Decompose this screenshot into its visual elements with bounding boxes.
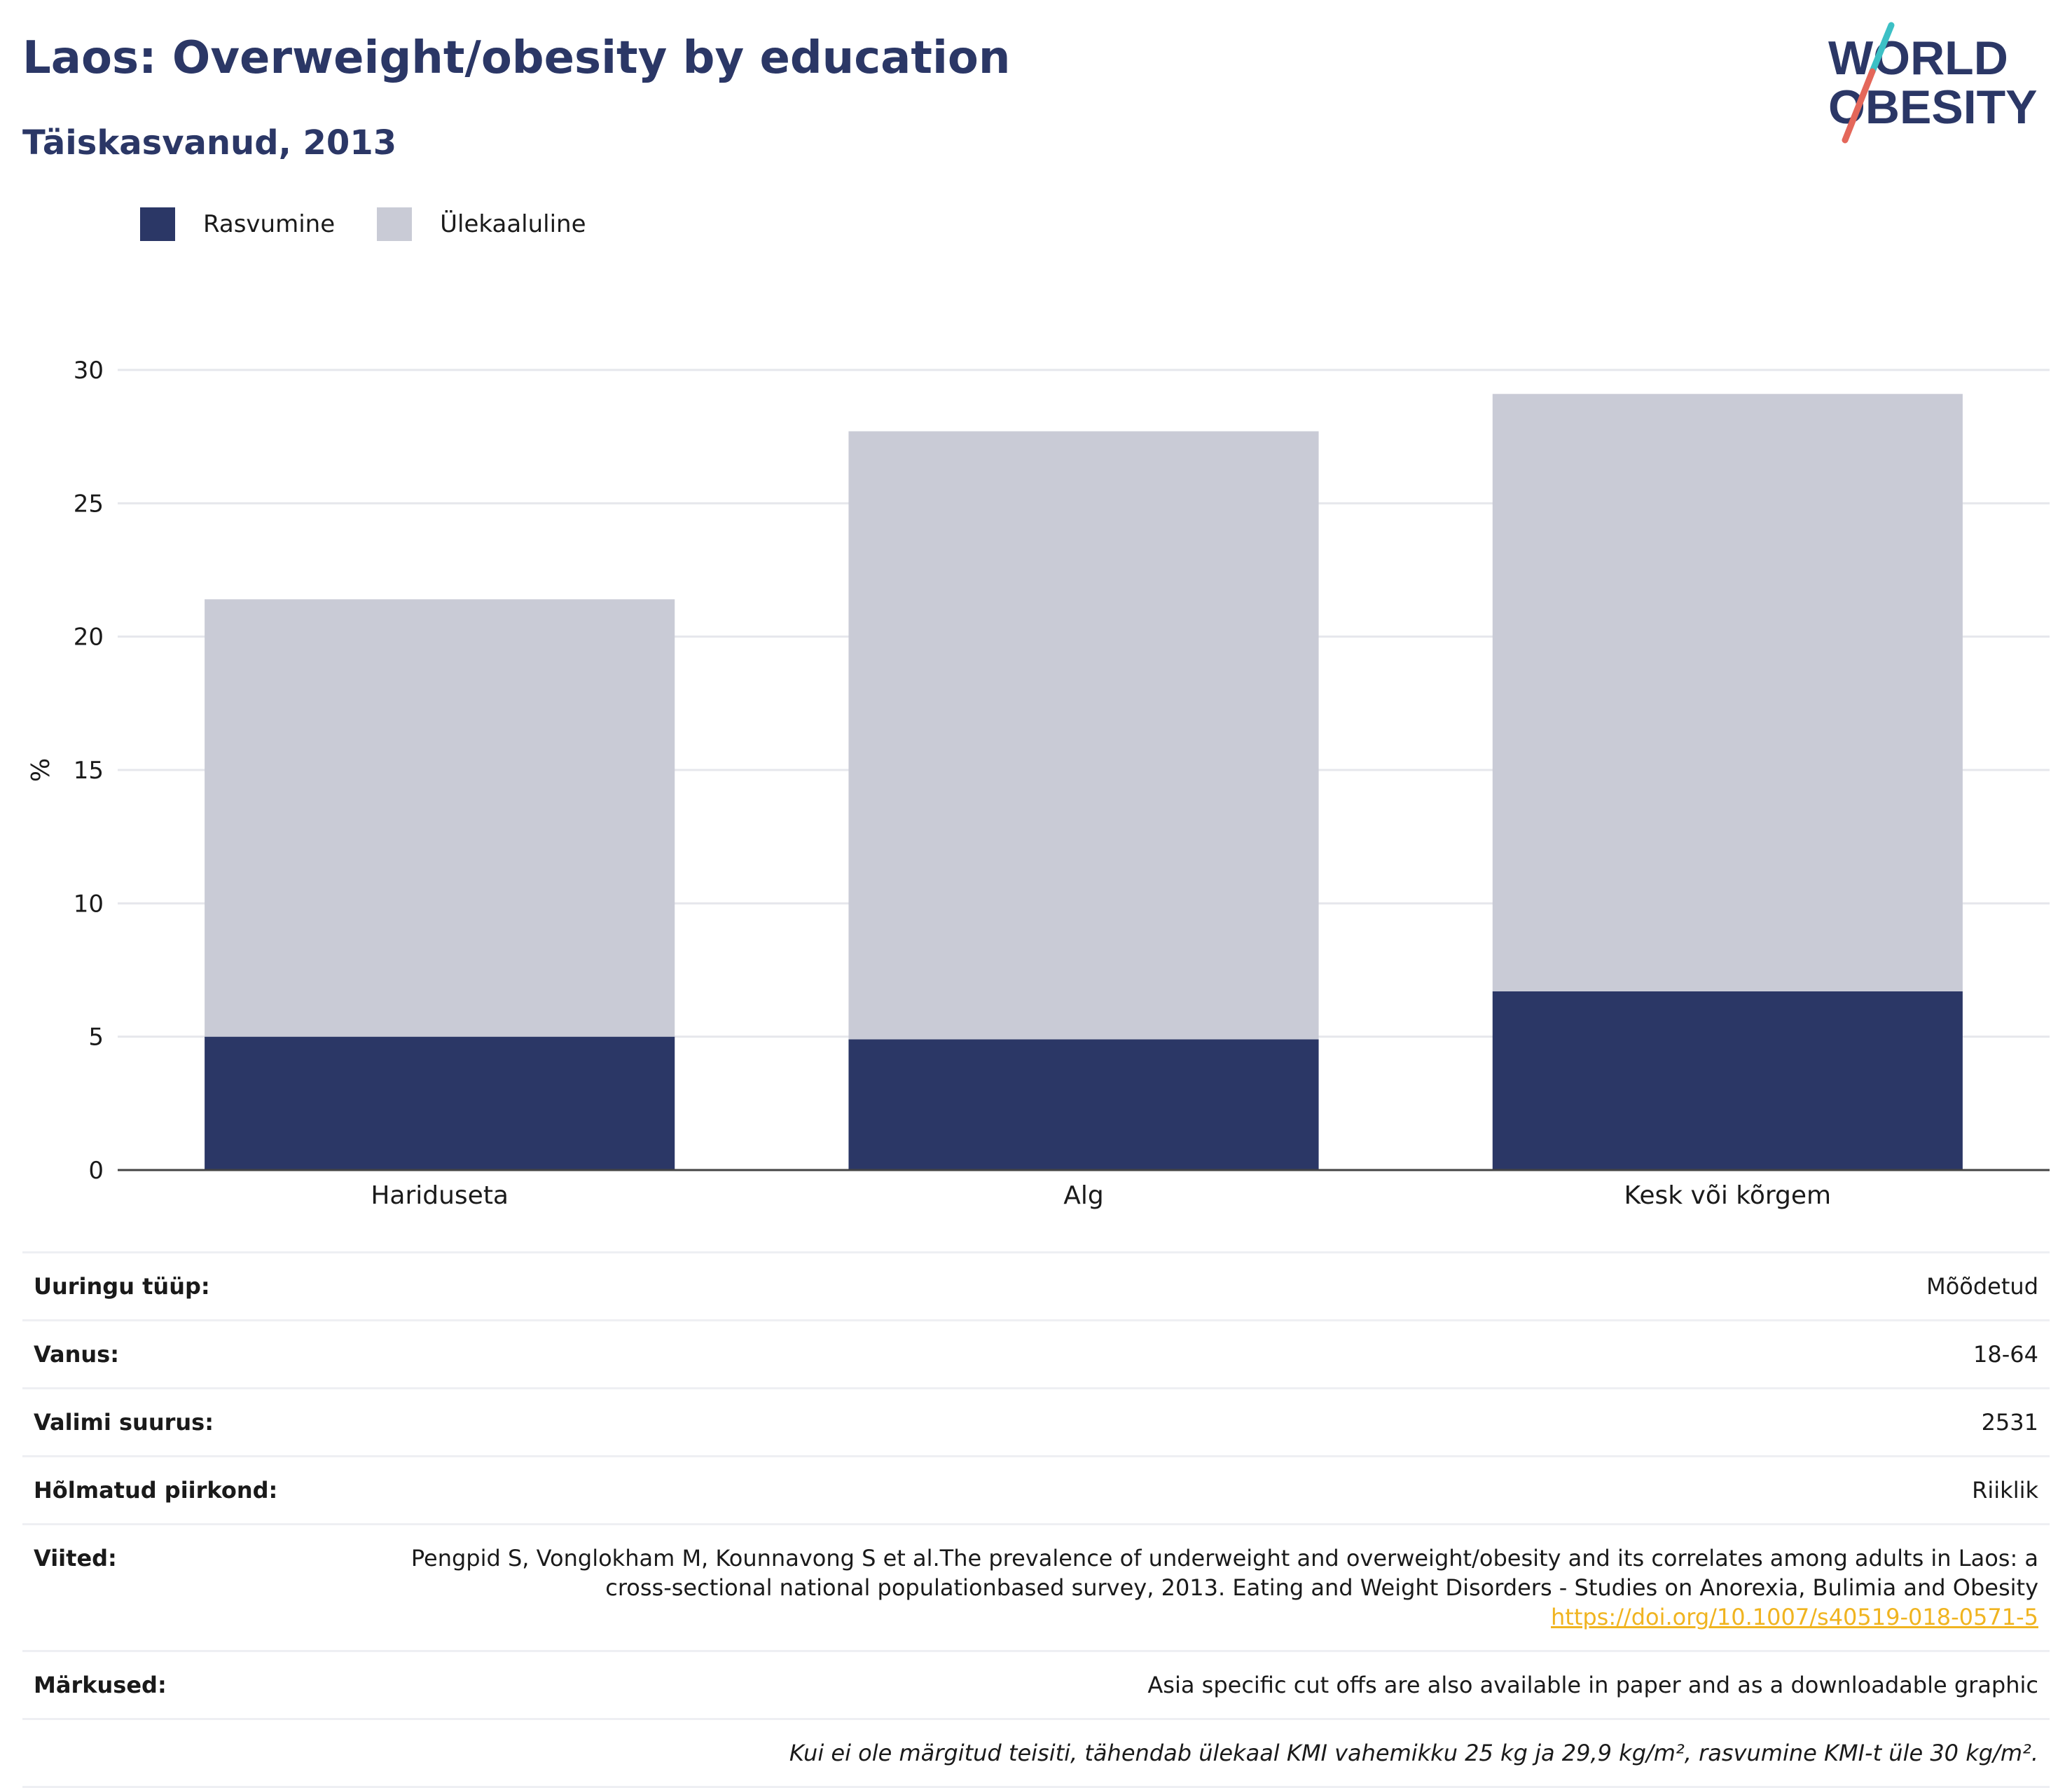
meta-row-area-covered: Hõlmatud piirkond: Riiklik: [22, 1457, 2050, 1525]
meta-value: Asia specific cut offs are also availabl…: [1147, 1672, 2038, 1698]
y-tick-label: 20: [74, 624, 104, 652]
legend-swatch-overweight: [377, 207, 413, 241]
y-axis-label: %: [27, 758, 55, 782]
legend-label-obesity: Rasvumine: [203, 210, 336, 238]
bar-obesity: [848, 1039, 1319, 1170]
meta-row-sample-size: Valimi suurus: 2531: [22, 1389, 2050, 1457]
meta-key: Uuringu tüüp:: [34, 1273, 210, 1300]
y-tick-label: 10: [74, 890, 104, 918]
bmi-footnote: Kui ei ole märgitud teisiti, tähendab ül…: [789, 1740, 2038, 1766]
reference-text: Pengpid S, Vonglokham M, Kounnavong S et…: [410, 1545, 2038, 1601]
meta-row-survey-type: Uuringu tüüp: Mõõdetud: [22, 1253, 2050, 1321]
meta-row-age: Vanus: 18-64: [22, 1321, 2050, 1389]
meta-value: Pengpid S, Vonglokham M, Kounnavong S et…: [357, 1543, 2038, 1632]
bar-chart: 0 5 10 15 20 25 30% Hariduseta Alg Kesk või kõrge…: [27, 357, 2050, 1210]
meta-key: Viited:: [34, 1545, 117, 1572]
meta-key: Märkused:: [34, 1672, 167, 1698]
meta-value: 2531: [1981, 1409, 2038, 1436]
bar-obesity: [1492, 991, 1963, 1170]
reference-doi-link[interactable]: https://doi.org/10.1007/s40519-018-0571-…: [1550, 1604, 2038, 1630]
world-obesity-logo: WORLD OBESITY: [1828, 22, 2038, 144]
y-tick-label: 0: [88, 1157, 104, 1185]
y-tick-label: 15: [74, 757, 104, 785]
logo-slash-top: [1869, 22, 1895, 75]
meta-row-notes: Märkused: Asia specific cut offs are als…: [22, 1652, 2050, 1720]
chart-subtitle: Täiskasvanud, 2013: [22, 123, 397, 163]
logo-text-world: WORLD: [1828, 32, 2008, 85]
bar-overweight: [1492, 394, 1963, 991]
bar-overweight: [205, 599, 675, 1037]
legend-label-overweight: Ülekaaluline: [440, 210, 586, 238]
meta-row-footnote: Kui ei ole märgitud teisiti, tähendab ül…: [22, 1720, 2050, 1788]
legend-item-overweight: Ülekaaluline: [377, 207, 586, 241]
y-tick-label: 30: [74, 357, 104, 385]
chart-title: Laos: Overweight/obesity by education: [22, 32, 1011, 84]
bar-obesity: [205, 1036, 675, 1170]
study-metadata-table: Uuringu tüüp: Mõõdetud Vanus: 18-64 Vali…: [22, 1251, 2050, 1788]
bar-overweight: [848, 431, 1319, 1040]
y-tick-label: 25: [74, 490, 104, 518]
meta-key: Hõlmatud piirkond:: [34, 1477, 278, 1504]
meta-value: 18-64: [1973, 1341, 2038, 1368]
meta-value: Riiklik: [1972, 1477, 2038, 1504]
meta-value: Mõõdetud: [1926, 1273, 2038, 1300]
meta-key: Vanus:: [34, 1341, 120, 1368]
x-tick-label: Hariduseta: [371, 1181, 509, 1210]
meta-key: Valimi suurus:: [34, 1409, 214, 1436]
x-tick-label: Alg: [1063, 1181, 1103, 1210]
meta-row-references: Viited: Pengpid S, Vonglokham M, Kounnav…: [22, 1525, 2050, 1652]
logo-slash-bottom: [1842, 68, 1876, 144]
x-tick-label: Kesk või kõrgem: [1624, 1181, 1832, 1210]
y-tick-label: 5: [88, 1024, 104, 1052]
chart-legend: Rasvumine Ülekaaluline: [140, 207, 628, 241]
legend-item-obesity: Rasvumine: [140, 207, 335, 241]
legend-swatch-obesity: [140, 207, 175, 241]
